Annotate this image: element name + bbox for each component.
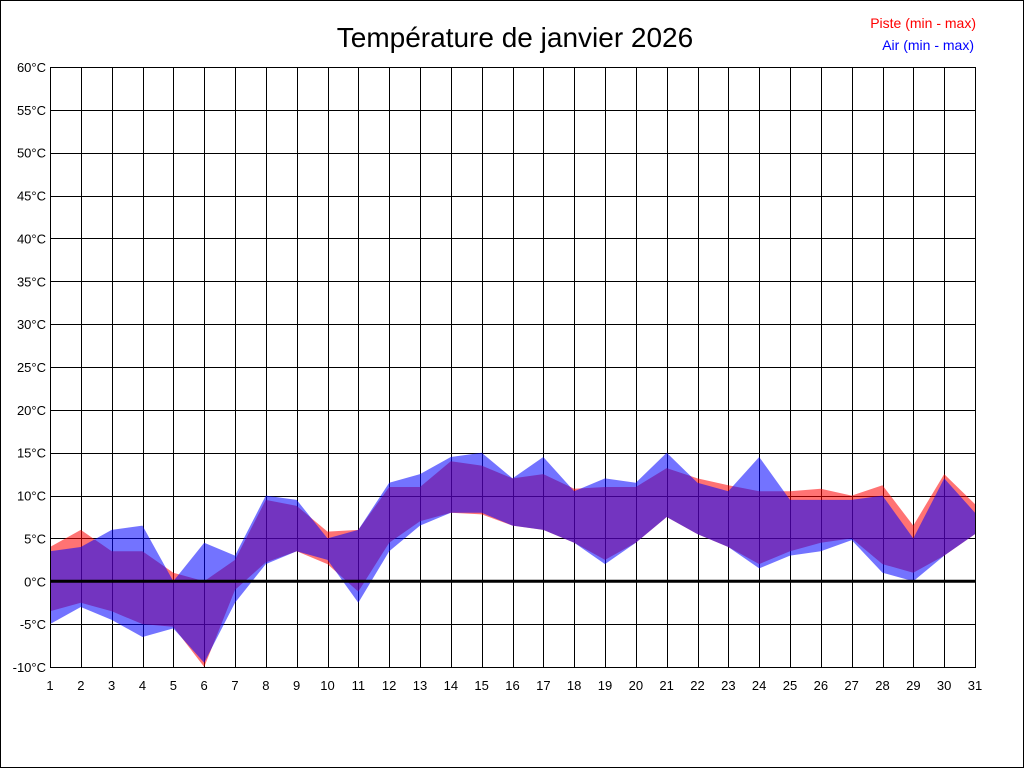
y-tick-label: 5°C bbox=[24, 531, 46, 546]
x-tick-label: 20 bbox=[629, 678, 643, 693]
x-tick-label: 11 bbox=[352, 678, 366, 693]
x-tick-label: 31 bbox=[968, 678, 982, 693]
y-tick-label: 45°C bbox=[17, 189, 46, 204]
y-tick-label: 25°C bbox=[17, 360, 46, 375]
x-tick-label: 1 bbox=[46, 678, 53, 693]
x-tick-label: 21 bbox=[659, 678, 673, 693]
x-tick-label: 17 bbox=[536, 678, 550, 693]
y-tick-label: 20°C bbox=[17, 403, 46, 418]
series-areas bbox=[50, 452, 975, 667]
x-tick-label: 28 bbox=[875, 678, 889, 693]
grid bbox=[50, 67, 976, 668]
x-tick-label: 24 bbox=[752, 678, 766, 693]
y-tick-label: -5°C bbox=[20, 617, 46, 632]
y-tick-label: 10°C bbox=[17, 489, 46, 504]
y-tick-label: 30°C bbox=[17, 317, 46, 332]
x-tick-label: 27 bbox=[844, 678, 858, 693]
x-tick-label: 14 bbox=[444, 678, 458, 693]
y-tick-label: 15°C bbox=[17, 446, 46, 461]
x-tick-label: 13 bbox=[413, 678, 427, 693]
x-tick-label: 3 bbox=[108, 678, 115, 693]
x-tick-label: 4 bbox=[139, 678, 146, 693]
y-tick-label: -10°C bbox=[13, 660, 46, 675]
plot-border bbox=[50, 67, 976, 668]
x-tick-label: 5 bbox=[170, 678, 177, 693]
x-tick-label: 10 bbox=[320, 678, 334, 693]
x-tick-label: 19 bbox=[598, 678, 612, 693]
x-tick-label: 30 bbox=[937, 678, 951, 693]
y-tick-label: 40°C bbox=[17, 231, 46, 246]
y-axis-ticks: -10°C -5°C 0°C 5°C 10°C 15°C 20°C 25°C 30°C 35°C 4… bbox=[13, 60, 46, 675]
x-tick-label: 8 bbox=[262, 678, 269, 693]
x-tick-label: 26 bbox=[814, 678, 828, 693]
x-axis-ticks: 1 2 3 4 5 6 7 8 9 10 11 12 13 14 15 16 17 18 19 20 21 22 23 24 2… bbox=[46, 678, 982, 693]
y-tick-label: 35°C bbox=[17, 274, 46, 289]
x-tick-label: 29 bbox=[906, 678, 920, 693]
plot-frame bbox=[50, 67, 976, 668]
x-tick-label: 18 bbox=[567, 678, 581, 693]
y-tick-label: 0°C bbox=[24, 574, 46, 589]
y-tick-label: 50°C bbox=[17, 146, 46, 161]
x-tick-label: 7 bbox=[231, 678, 238, 693]
chart-title: Température de janvier 2026 bbox=[337, 22, 693, 53]
series-area-air bbox=[50, 452, 975, 663]
x-tick-label: 16 bbox=[505, 678, 519, 693]
x-tick-label: 15 bbox=[474, 678, 488, 693]
x-tick-label: 12 bbox=[382, 678, 396, 693]
x-tick-label: 22 bbox=[690, 678, 704, 693]
x-tick-label: 9 bbox=[293, 678, 300, 693]
x-tick-label: 23 bbox=[721, 678, 735, 693]
legend: Piste (min - max) Air (min - max) bbox=[870, 15, 976, 53]
legend-entry-piste: Piste (min - max) bbox=[870, 15, 976, 31]
y-tick-label: 60°C bbox=[17, 60, 46, 75]
x-tick-label: 6 bbox=[201, 678, 208, 693]
legend-entry-air: Air (min - max) bbox=[882, 37, 974, 53]
x-tick-label: 25 bbox=[783, 678, 797, 693]
y-tick-label: 55°C bbox=[17, 103, 46, 118]
x-tick-label: 2 bbox=[77, 678, 84, 693]
